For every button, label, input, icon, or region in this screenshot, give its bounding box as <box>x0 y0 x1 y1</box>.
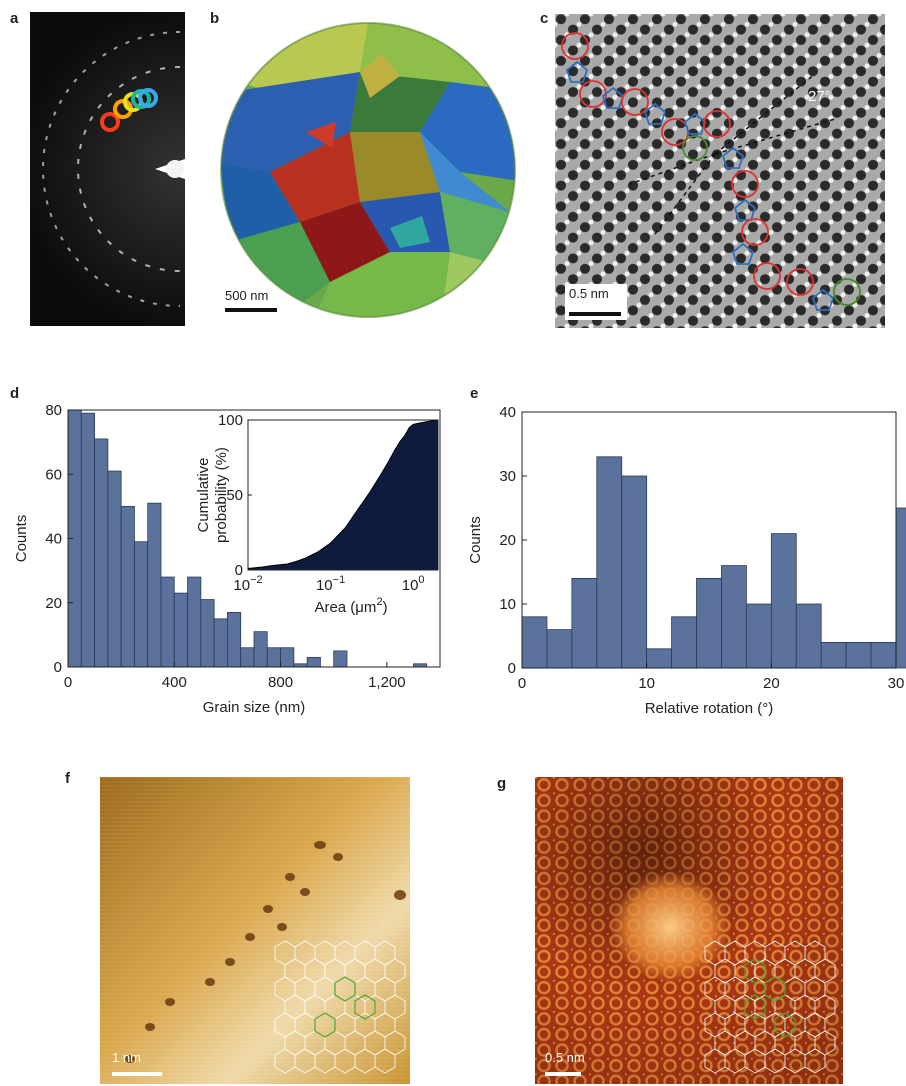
panel-c-letter: c <box>540 10 549 27</box>
d-xtick-label-2: 800 <box>268 674 293 691</box>
e-ytick-label-0: 0 <box>508 660 516 677</box>
d-inset-ylabel-line2: probability (%) <box>213 447 230 543</box>
d-ytick-label-0: 0 <box>54 659 62 676</box>
e-ytick-label-1: 10 <box>499 596 516 613</box>
d-bar-19 <box>333 650 348 668</box>
diffraction-pattern-image <box>30 12 185 326</box>
d-inset-ytick-label-0: 0 <box>235 562 243 579</box>
panel-g-scale-label: 0.5 nm <box>545 1050 585 1065</box>
e-xlabel: Relative rotation (°) <box>645 700 774 717</box>
e-bar-1 <box>546 629 573 669</box>
panel-b-letter: b <box>210 10 220 27</box>
panel-f-letter: f <box>65 770 70 787</box>
panel-c-scale-label: 0.5 nm <box>569 286 609 301</box>
e-bar-9 <box>745 603 772 669</box>
d-inset-ytick-label-1: 50 <box>226 487 243 504</box>
d-inset-ytick-label-2: 100 <box>218 412 243 429</box>
e-bar-6 <box>671 616 697 669</box>
e-ytick-label-4: 40 <box>499 404 516 421</box>
d-inset-xtick-label-1: 10−1 <box>316 574 345 594</box>
e-xtick-label-2: 20 <box>763 675 780 692</box>
d-bar-1 <box>80 412 95 668</box>
stm-topography-image <box>100 777 410 1084</box>
atomic-lattice-image <box>555 14 885 328</box>
grain-map-image <box>210 12 526 328</box>
d-inset-xtick-label-2: 100 <box>402 574 425 594</box>
d-ytick-label-2: 40 <box>45 531 62 548</box>
d-inset-xtick-label-0: 10−2 <box>233 574 262 594</box>
d-xtick-label-3: 1,200 <box>368 674 406 691</box>
d-bar-15 <box>266 647 281 668</box>
e-xtick-label-1: 10 <box>638 675 655 692</box>
e-bar-7 <box>696 577 722 669</box>
d-bar-7 <box>160 576 175 668</box>
e-xtick-label-3: 30 <box>888 675 905 692</box>
panel-b-scale-label: 500 nm <box>225 288 269 303</box>
e-ylabel: Counts <box>467 516 484 564</box>
e-bar-13 <box>845 641 872 669</box>
d-xlabel: Grain size (nm) <box>203 699 306 716</box>
panel-g-scale-bar: 0.5 nm <box>545 1050 585 1076</box>
d-bar-13 <box>240 647 255 668</box>
stm-defect-image <box>535 777 843 1084</box>
panel-c-scale-bar: 0.5 nm <box>565 284 627 320</box>
d-bar-12 <box>227 611 242 668</box>
panel-g-letter: g <box>497 775 507 792</box>
e-bar-2 <box>571 577 598 669</box>
d-bar-9 <box>187 576 202 668</box>
d-inset-xlabel: Area (μm2) <box>314 596 387 616</box>
panel-e-letter: e <box>470 385 479 402</box>
e-bar-14 <box>870 641 897 669</box>
d-xtick-label-1: 400 <box>162 674 187 691</box>
d-bar-10 <box>200 599 215 668</box>
d-ytick-label-3: 60 <box>45 466 62 483</box>
d-ytick-label-1: 20 <box>45 595 62 612</box>
e-ytick-label-2: 20 <box>499 532 516 549</box>
d-ytick-label-4: 80 <box>45 402 62 419</box>
panel-d-letter: d <box>10 385 20 402</box>
d-xtick-label-0: 0 <box>64 674 72 691</box>
d-bar-2 <box>94 438 109 668</box>
d-bar-5 <box>134 541 149 668</box>
grain-size-histogram: 0 400 800 1,200 0 20 40 60 80 Grain size (nm) Coun… <box>13 402 441 716</box>
d-bar-18 <box>306 656 321 668</box>
d-inset-cumulative-area <box>247 419 439 571</box>
panel-f-scale-bar: 1 nm <box>112 1050 162 1076</box>
e-bar-15 <box>895 507 906 669</box>
d-bar-3 <box>107 470 122 668</box>
e-bar-10 <box>770 533 797 669</box>
panel-a-letter: a <box>10 10 19 27</box>
e-bar-0 <box>521 616 548 669</box>
d-inset-ylabel-line1: Cumulative <box>195 457 212 532</box>
e-bar-3 <box>596 456 623 669</box>
panel-f-scale-label: 1 nm <box>112 1050 141 1065</box>
d-bar-6 <box>147 502 162 668</box>
panel-b-scale-bar: 500 nm <box>225 288 277 312</box>
panel-c-angle-label: 27° <box>808 88 831 105</box>
d-bar-8 <box>173 592 188 668</box>
e-xtick-label-0: 0 <box>518 675 526 692</box>
d-bar-4 <box>120 505 135 668</box>
relative-rotation-histogram: 0 10 20 30 0 10 20 30 40 Relative rotation (°) Cou… <box>467 404 906 717</box>
d-bar-11 <box>213 618 228 668</box>
e-bar-8 <box>721 565 747 669</box>
e-bar-5 <box>646 648 673 669</box>
d-ylabel: Counts <box>13 515 30 563</box>
e-bar-4 <box>621 475 648 669</box>
e-bar-11 <box>795 603 822 669</box>
d-bar-16 <box>280 647 295 668</box>
e-ytick-label-3: 30 <box>499 468 516 485</box>
e-bar-12 <box>820 641 847 669</box>
d-bar-14 <box>253 631 268 668</box>
